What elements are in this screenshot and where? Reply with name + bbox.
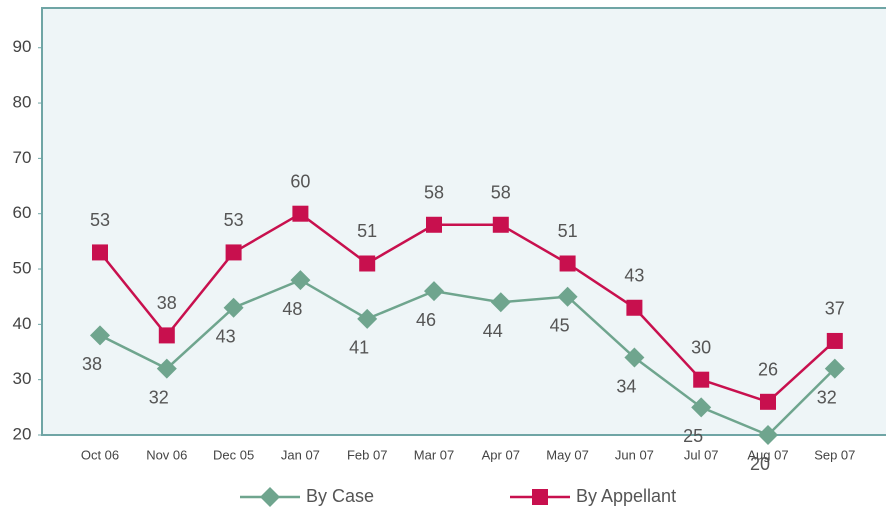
data-label: 53 [90, 210, 110, 230]
legend-marker [532, 489, 548, 505]
data-point [826, 332, 843, 349]
y-tick-label: 50 [13, 259, 32, 278]
series-line [99, 278, 836, 437]
data-label: 51 [357, 221, 377, 241]
data-point [624, 347, 645, 368]
data-point [758, 425, 778, 445]
data-point [760, 393, 776, 410]
x-tick-label: Jul 07 [684, 447, 719, 462]
data-label: 58 [424, 183, 444, 203]
data-label: 60 [290, 171, 310, 191]
x-tick-label: Sep 07 [814, 447, 855, 462]
data-label: 38 [157, 293, 177, 313]
x-tick-label: Jan 07 [281, 447, 320, 462]
data-point [359, 255, 376, 272]
x-tick-label: Feb 07 [347, 447, 387, 462]
x-tick-label: Oct 06 [81, 447, 119, 462]
data-point [691, 397, 712, 418]
data-point [492, 216, 509, 233]
data-label: 41 [349, 338, 369, 358]
data-label: 32 [149, 387, 169, 407]
data-label: 43 [624, 266, 644, 286]
x-tick-label: Dec 05 [213, 447, 254, 462]
data-label: 44 [483, 321, 503, 341]
data-point [156, 358, 177, 379]
y-tick-label: 90 [13, 37, 32, 56]
data-point [559, 255, 576, 272]
legend-label: By Appellant [576, 486, 676, 506]
data-label: 25 [683, 426, 703, 446]
data-label: 20 [750, 454, 770, 474]
data-point [693, 371, 710, 388]
data-point [424, 281, 444, 302]
y-tick-label: 20 [13, 424, 32, 443]
data-label: 32 [817, 387, 837, 407]
y-tick-label: 40 [13, 314, 32, 333]
data-point [158, 327, 175, 344]
data-point [626, 299, 643, 316]
data-label: 34 [616, 376, 636, 396]
data-label: 46 [416, 310, 436, 330]
data-label: 58 [491, 183, 511, 203]
data-point [357, 308, 378, 329]
data-point [223, 297, 244, 318]
data-point [824, 358, 845, 379]
data-label: 30 [691, 337, 711, 357]
y-tick-label: 30 [13, 369, 32, 388]
data-point [225, 244, 242, 261]
data-label: 51 [558, 221, 578, 241]
data-point [92, 244, 108, 261]
data-label: 37 [825, 299, 845, 319]
data-label: 53 [224, 210, 244, 230]
data-label: 48 [282, 299, 302, 319]
data-point [490, 292, 511, 313]
y-tick-label: 80 [13, 93, 32, 112]
data-label: 38 [82, 354, 102, 374]
plot-area [41, 7, 886, 436]
data-point [290, 270, 311, 291]
x-tick-label: Apr 07 [482, 447, 520, 462]
data-label: 43 [216, 327, 236, 347]
data-point [90, 325, 110, 346]
data-point [292, 205, 309, 222]
x-tick-label: Aug 07 [747, 447, 788, 462]
x-tick-label: May 07 [546, 447, 589, 462]
y-tick-label: 70 [13, 148, 32, 167]
data-point [557, 286, 578, 307]
data-point [426, 216, 442, 233]
x-tick-label: Nov 06 [146, 447, 187, 462]
data-label: 26 [758, 360, 778, 380]
legend-marker [260, 487, 280, 507]
data-label: 45 [550, 315, 570, 335]
x-tick-label: Mar 07 [414, 447, 454, 462]
legend-label: By Case [306, 486, 374, 506]
y-tick-label: 60 [13, 203, 32, 222]
series-line [99, 212, 836, 404]
x-tick-label: Jun 07 [615, 447, 654, 462]
